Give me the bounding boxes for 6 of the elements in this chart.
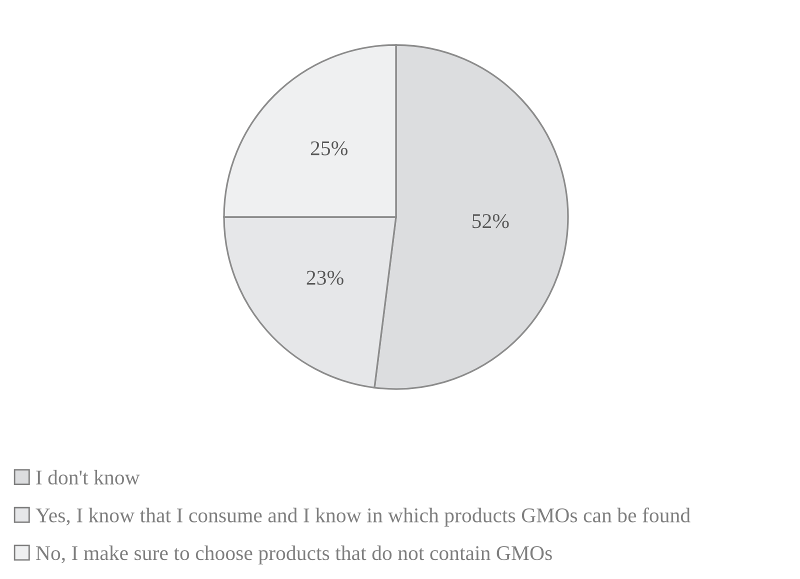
data-label: 23% xyxy=(306,270,344,285)
data-label: 52% xyxy=(472,214,509,228)
legend-label: I don't know xyxy=(36,470,140,485)
legend-label: No, I make sure to choose products that do not contain GMOs xyxy=(36,546,552,564)
legend-label: Yes, I know that I consume and I know in which products GMOs can be found xyxy=(36,508,690,527)
data-label: 25% xyxy=(310,141,348,156)
